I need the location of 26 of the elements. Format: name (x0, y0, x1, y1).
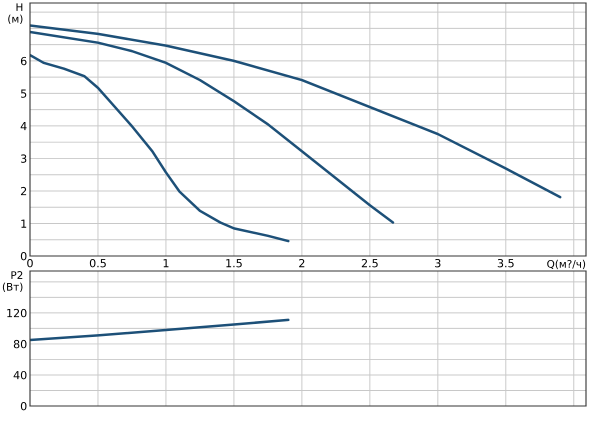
y-tick-label: 0 (20, 252, 26, 260)
line-series (30, 24, 562, 198)
x-tick-label: 0 (27, 258, 33, 268)
x-tick-label: 0.5 (90, 258, 106, 268)
x-axis-title: Q(м?/ч) (547, 260, 586, 270)
y-tick-label: 1 (21, 220, 26, 228)
x-tick-label: 2 (299, 258, 304, 268)
y-tick-label: 2 (20, 186, 26, 196)
x-tick-label: 2.5 (362, 258, 378, 268)
y-tick-label: 3 (21, 154, 26, 163)
line-series (30, 318, 290, 342)
x-tick-label: 1.5 (226, 259, 242, 268)
y-tick-label: 80 (14, 340, 26, 348)
y-tick-label: 40 (14, 370, 26, 380)
x-tick-label: 1 (164, 259, 168, 268)
y-axis-title: H (м) (8, 3, 22, 24)
x-tick-label: 3.5 (498, 258, 514, 268)
x-tick-label: 3 (435, 258, 440, 268)
y-tick-label: 120 (7, 308, 26, 318)
line-series (30, 30, 394, 224)
y-tick-label: 4 (20, 122, 27, 130)
line-series (30, 54, 290, 242)
y-tick-label: 6 (20, 56, 27, 66)
y-axis-title: P2 (Вт) (2, 271, 22, 292)
y-tick-label: 5 (21, 90, 26, 98)
y-tick-label: 0 (20, 402, 26, 410)
